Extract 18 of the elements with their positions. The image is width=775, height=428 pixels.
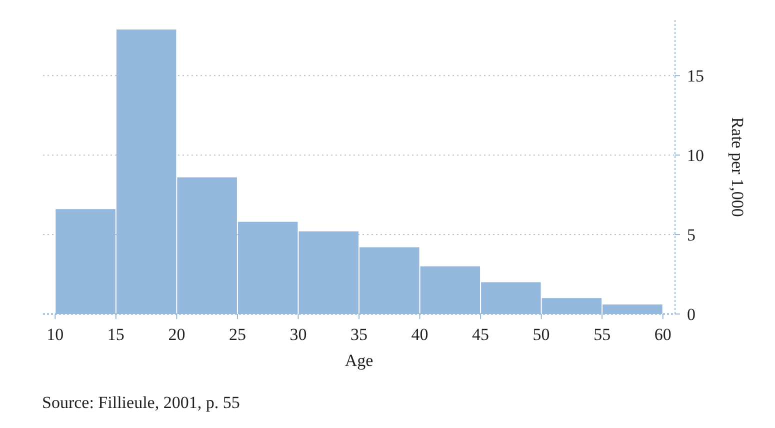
x-tick-label: 30: [290, 325, 307, 344]
x-tick-label: 10: [46, 325, 64, 344]
x-tick-label: 45: [472, 325, 490, 344]
x-tick-label: 60: [654, 325, 672, 344]
x-tick-label: 35: [350, 325, 368, 344]
y-tick-label: 15: [687, 66, 704, 86]
source-note: Source: Fillieule, 2001, p. 55: [42, 393, 240, 412]
y-tick-label: 10: [687, 146, 704, 166]
y-tick-label: 5: [687, 226, 696, 245]
x-tick-label: 15: [107, 325, 124, 344]
x-tick-label: 25: [228, 325, 246, 344]
x-axis-title: Age: [344, 351, 374, 370]
y-axis-title: Rate per 1,000: [728, 117, 747, 217]
x-tick-label: 50: [532, 325, 550, 344]
x-tick-label: 40: [411, 325, 428, 344]
x-tick-label: 20: [168, 325, 186, 344]
x-tick-label: 55: [594, 325, 611, 344]
y-tick-label: 0: [687, 305, 696, 324]
